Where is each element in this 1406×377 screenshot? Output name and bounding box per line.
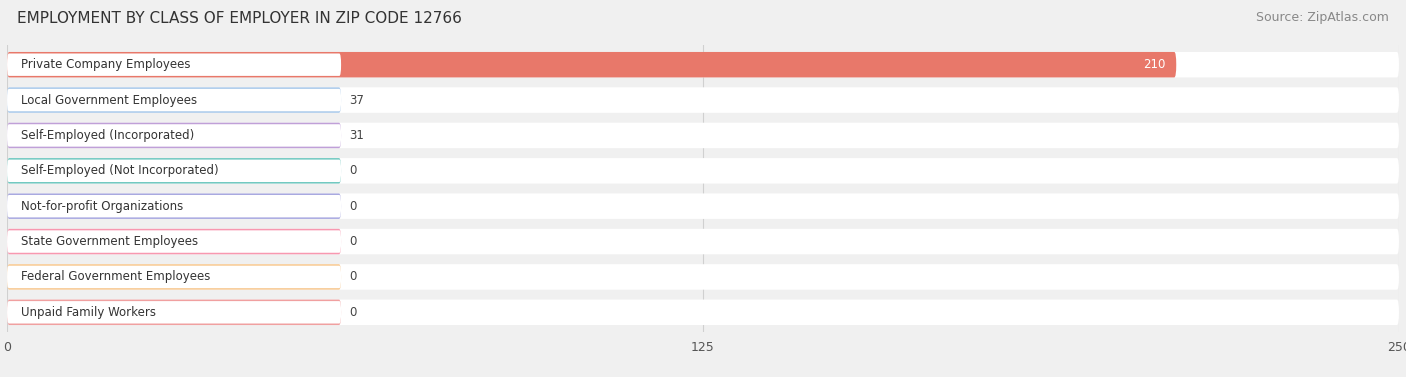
FancyBboxPatch shape [7, 195, 342, 218]
Text: 0: 0 [350, 306, 357, 319]
Text: Federal Government Employees: Federal Government Employees [21, 270, 211, 284]
FancyBboxPatch shape [7, 158, 342, 184]
Text: 0: 0 [350, 270, 357, 284]
FancyBboxPatch shape [7, 301, 342, 323]
FancyBboxPatch shape [7, 158, 1399, 184]
FancyBboxPatch shape [7, 264, 1399, 290]
FancyBboxPatch shape [7, 123, 342, 148]
Text: 0: 0 [350, 235, 357, 248]
Text: 31: 31 [350, 129, 364, 142]
FancyBboxPatch shape [7, 123, 1399, 148]
Text: Private Company Employees: Private Company Employees [21, 58, 190, 71]
FancyBboxPatch shape [7, 300, 1399, 325]
FancyBboxPatch shape [7, 266, 342, 288]
FancyBboxPatch shape [7, 300, 342, 325]
FancyBboxPatch shape [7, 193, 1399, 219]
FancyBboxPatch shape [7, 193, 342, 219]
Text: Self-Employed (Not Incorporated): Self-Employed (Not Incorporated) [21, 164, 218, 177]
Text: 37: 37 [350, 93, 364, 107]
Text: 0: 0 [350, 164, 357, 177]
Text: Unpaid Family Workers: Unpaid Family Workers [21, 306, 156, 319]
FancyBboxPatch shape [7, 54, 342, 76]
FancyBboxPatch shape [7, 159, 342, 182]
FancyBboxPatch shape [7, 229, 1399, 254]
Text: Local Government Employees: Local Government Employees [21, 93, 197, 107]
FancyBboxPatch shape [7, 87, 342, 113]
FancyBboxPatch shape [7, 52, 1399, 77]
FancyBboxPatch shape [7, 87, 1399, 113]
FancyBboxPatch shape [7, 52, 1177, 77]
FancyBboxPatch shape [7, 229, 342, 254]
Text: 210: 210 [1143, 58, 1166, 71]
Text: Self-Employed (Incorporated): Self-Employed (Incorporated) [21, 129, 194, 142]
Text: 0: 0 [350, 200, 357, 213]
Text: EMPLOYMENT BY CLASS OF EMPLOYER IN ZIP CODE 12766: EMPLOYMENT BY CLASS OF EMPLOYER IN ZIP C… [17, 11, 461, 26]
FancyBboxPatch shape [7, 89, 342, 111]
FancyBboxPatch shape [7, 230, 342, 253]
FancyBboxPatch shape [7, 264, 342, 290]
FancyBboxPatch shape [7, 124, 342, 147]
Text: Not-for-profit Organizations: Not-for-profit Organizations [21, 200, 183, 213]
Text: State Government Employees: State Government Employees [21, 235, 198, 248]
Text: Source: ZipAtlas.com: Source: ZipAtlas.com [1256, 11, 1389, 24]
